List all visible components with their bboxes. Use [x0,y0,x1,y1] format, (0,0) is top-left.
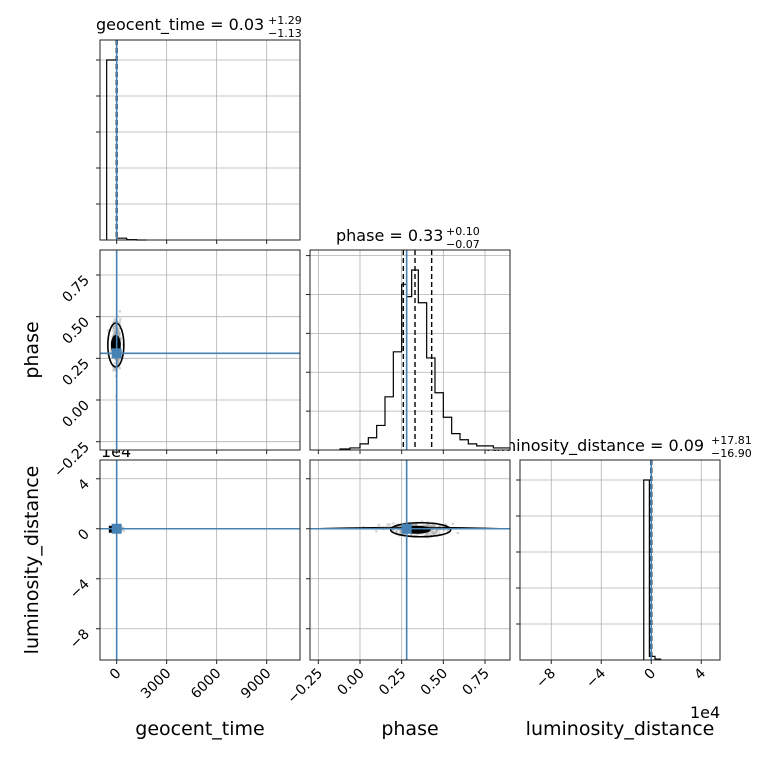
title-luminosity-distance: luminosity_distance = 0.09 +17.81 −16.90 [486,434,752,460]
sample-point [118,310,122,313]
title-phase-plus: +0.10 [446,225,480,238]
panel-phase-vs-geocent-time-border [99,249,301,451]
title-geocent-time: geocent_time = 0.03 +1.29 −1.13 [96,14,302,40]
xlabel-luminosity-distance: luminosity_distance [526,718,715,740]
sample-point [432,524,436,528]
panel-ld-vs-phase-bg [310,460,510,660]
tick-label-x-phase: 0.75 [459,666,492,699]
ylabel-luminosity-distance: luminosity_distance [21,466,43,655]
truth-marker [401,523,412,534]
tick-label-x-geocent_time: 0 [107,666,125,684]
tick-label-y-luminosity_distance: −4 [67,576,93,602]
sample-point [446,529,449,532]
sample-point [118,331,121,334]
title-phase-minus: −0.07 [446,238,480,251]
tick-label-x-phase: 0.00 [334,666,367,699]
sample-point [116,327,120,330]
tick-label-y-phase: 0.75 [59,273,92,306]
tick-label-x-luminosity_distance: −4 [583,665,609,691]
svg-text:luminosity_distance = 0.09: luminosity_distance = 0.09 [486,436,704,456]
title-ld-minus: −16.90 [711,447,752,460]
sample-point [113,318,117,321]
sample-point [113,362,116,365]
diag-panel-geocent_time [96,39,301,244]
sample-point [456,531,460,535]
diag-panel-phase-border [309,249,511,451]
contour-outer [107,322,125,368]
tick-label-y-phase: 0.00 [59,398,92,431]
panel-ld-vs-geocent-time-bg [100,460,300,660]
panel-ld-vs-phase: −0.25 0.00 0.25 0.50 0.75 [285,459,511,708]
sample-point [432,532,435,535]
diag-panel-luminosity_distance-bg [520,460,720,660]
title-ld-plus: +17.81 [711,434,752,447]
diag-panel-geocent_time-bg [100,40,300,240]
diag-panel-geocent_time-border [99,39,301,241]
xlabel-phase: phase [381,718,438,740]
diag-panel-phase-bg [310,250,510,450]
tick-label-y-phase: 0.25 [59,356,92,389]
tick-label-x-phase: 0.25 [376,666,409,699]
sample-point [118,367,122,370]
tick-label-x-luminosity_distance: 4 [691,665,709,683]
sample-point [438,531,441,535]
panel-ld-vs-geocent-time: 0 3000 6000 9000 −8 −4 0 4 [67,459,301,703]
title-geocent-time-plus: +1.29 [268,14,302,27]
tick-label-y-luminosity_distance: −8 [67,626,93,652]
tick-label-x-phase: −0.25 [285,666,327,708]
sample-point [451,522,455,526]
sample-point [117,333,121,336]
tick-label-x-geocent_time: 9000 [238,666,275,703]
svg-text:phase = 0.33: phase = 0.33 [336,226,443,245]
tick-label-x-geocent_time: 3000 [138,666,175,703]
diag-panel-luminosity_distance: −8 −4 0 4 [516,459,721,692]
truth-marker [111,523,122,534]
truth-marker [111,348,122,359]
tick-label-x-phase: 0.50 [418,666,451,699]
sample-point [386,523,390,526]
ylabel-phase: phase [21,321,43,378]
sample-point [388,523,392,526]
sample-point [392,522,395,525]
panel-ld-vs-phase-border [309,459,511,661]
title-geocent-time-minus: −1.13 [268,27,302,40]
panel-ld-vs-geocent-time-border [99,459,301,661]
panel-phase-vs-geocent-time-bg [100,250,300,450]
tick-label-y-phase: 0.50 [59,314,92,347]
svg-text:geocent_time = 0.03: geocent_time = 0.03 [96,15,264,35]
tick-label-x-luminosity_distance: 0 [641,666,659,684]
sample-point [377,523,381,527]
title-phase: phase = 0.33 +0.10 −0.07 [336,225,480,251]
tick-label-y-phase: −0.25 [51,439,93,481]
sample-point [375,529,378,533]
xlabel-geocent-time: geocent_time [135,718,264,740]
offset-label-ld-x: 1e4 [690,703,720,722]
tick-label-x-geocent_time: 6000 [188,666,225,703]
diag-panel-luminosity_distance-border [519,459,721,661]
tick-label-y-luminosity_distance: 0 [75,526,93,544]
sample-point [435,529,438,533]
diag-panel-phase [306,249,511,454]
contour-outer [389,521,452,538]
sample-point [112,369,115,372]
tick-label-y-luminosity_distance: 4 [75,476,93,494]
panel-phase-vs-geocent-time: −0.25 0.00 0.25 0.50 0.75 [51,249,301,481]
sample-point [119,317,122,321]
tick-label-x-luminosity_distance: −8 [533,666,559,692]
